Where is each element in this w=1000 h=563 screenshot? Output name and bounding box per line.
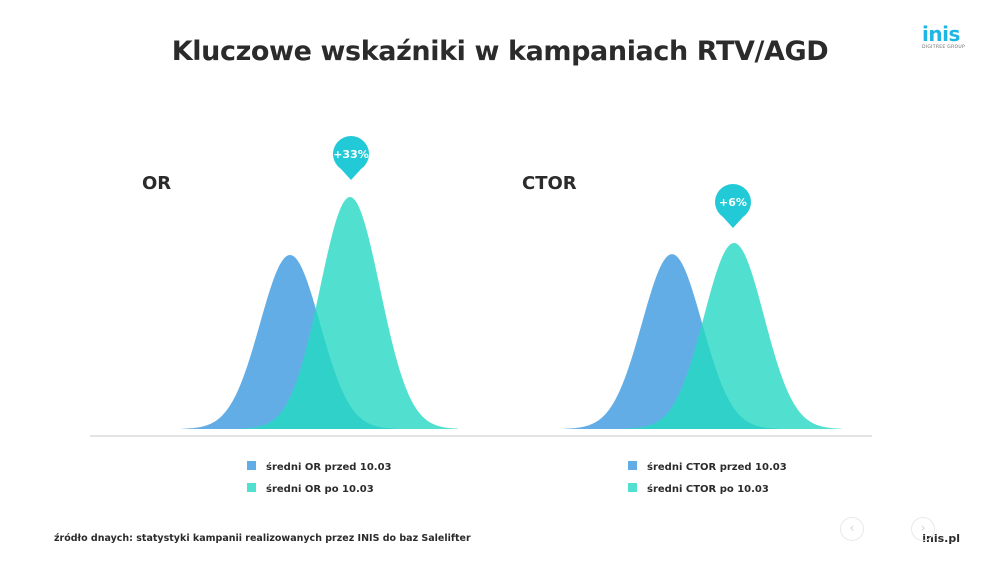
chart-or-legend-swatch-before <box>247 461 256 470</box>
chart-or-change-badge <box>332 136 369 180</box>
chart-or-overlap <box>242 309 398 429</box>
logo-wordmark: inis <box>922 22 960 46</box>
chart-or-series-before <box>182 255 398 429</box>
next-slide-button[interactable]: › <box>911 517 935 541</box>
chart-ctor-overlap <box>626 323 780 429</box>
chart-or-legend-swatch-after <box>247 483 256 492</box>
chart-or-series-after <box>242 197 458 429</box>
chart-ctor-legend-label-before: średni CTOR przed 10.03 <box>647 461 787 473</box>
data-source-note: źródło dnaych: statystyki kampanii reali… <box>54 533 471 544</box>
chevron-left-icon: ‹ <box>849 521 855 536</box>
chart-or-legend-label-after: średni OR po 10.03 <box>266 483 374 495</box>
chart-or-legend-label-before: średni OR przed 10.03 <box>266 461 392 473</box>
chart-or-title: OR <box>142 173 171 194</box>
chart-ctor-legend-swatch-after <box>628 483 637 492</box>
prev-slide-button[interactable]: ‹ <box>840 517 864 541</box>
chart-ctor: CTOR +6% średni CTOR przed 10.03 średni … <box>522 173 842 495</box>
chart-ctor-title: CTOR <box>522 173 577 194</box>
chart-ctor-legend-swatch-before <box>628 461 637 470</box>
logo-subtitle: DIGITREE GROUP <box>922 45 965 50</box>
inis-logo: inis DIGITREE GROUP <box>922 24 966 50</box>
chart-ctor-change-label: +6% <box>719 196 747 209</box>
page-title: Kluczowe wskaźniki w kampaniach RTV/AGD <box>171 36 829 67</box>
chart-ctor-legend-label-after: średni CTOR po 10.03 <box>647 483 769 495</box>
chart-ctor-change-badge <box>714 184 751 228</box>
chart-ctor-series-before <box>564 254 780 429</box>
chevron-right-icon: › <box>920 521 926 536</box>
chart-or-change-label: +33% <box>333 148 369 161</box>
chart-or: OR +33% średni OR przed 10.03 średni OR … <box>142 136 458 495</box>
chart-ctor-series-after <box>626 243 842 429</box>
